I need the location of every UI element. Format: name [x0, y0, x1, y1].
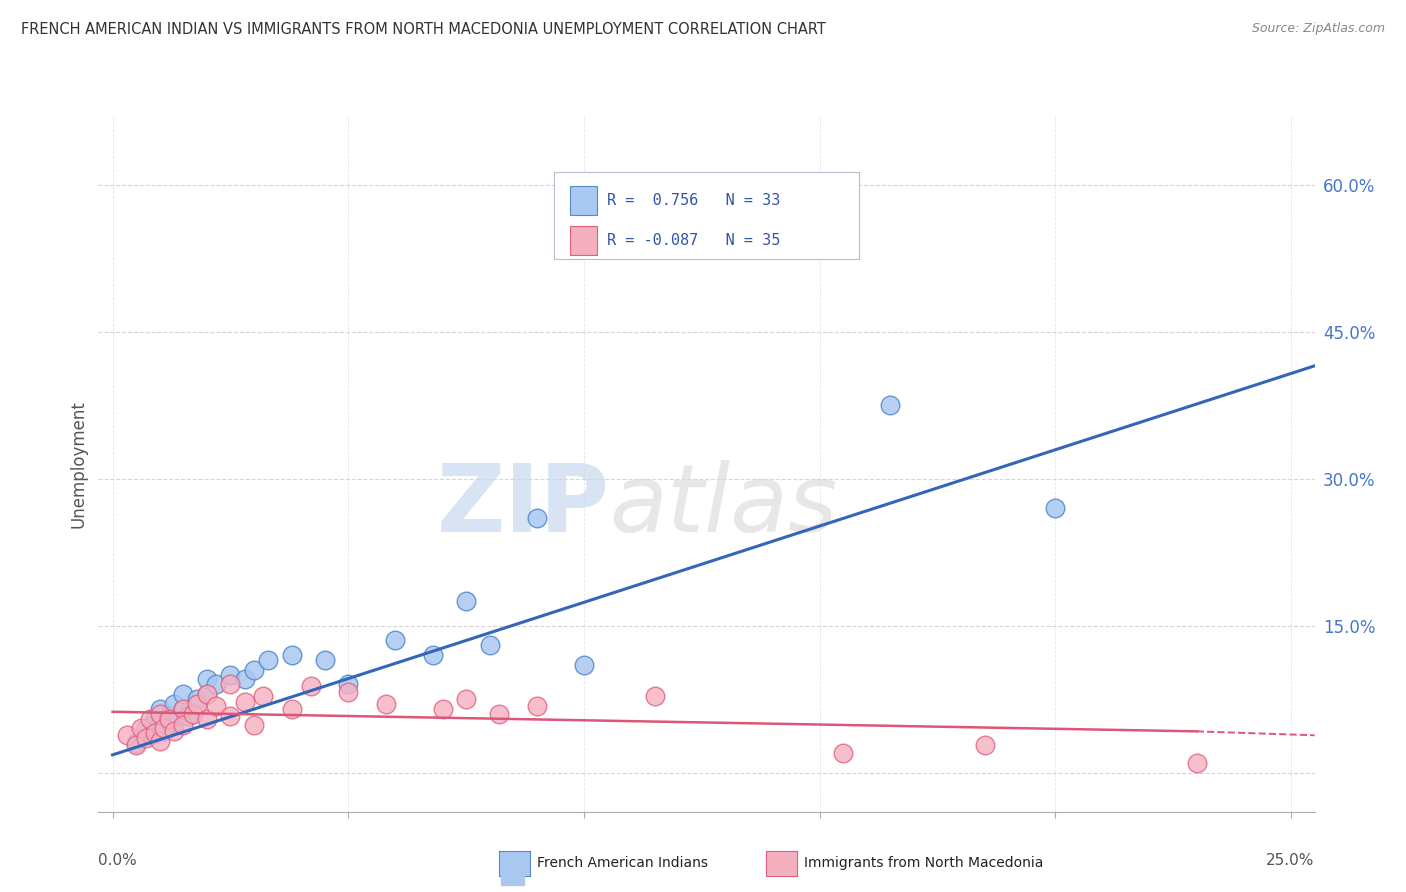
Point	[375, 697, 398, 711]
Point	[337, 677, 360, 691]
Point	[149, 706, 172, 721]
Point	[478, 638, 501, 652]
Point	[219, 708, 242, 723]
Point	[181, 706, 204, 721]
Point	[1185, 756, 1208, 770]
Text: French American Indians: French American Indians	[537, 855, 709, 870]
Point	[488, 706, 510, 721]
Text: R =  0.756   N = 33: R = 0.756 N = 33	[607, 194, 780, 208]
Point	[243, 718, 266, 732]
Point	[163, 714, 186, 729]
Point	[163, 697, 186, 711]
Point	[422, 648, 444, 662]
Point	[832, 746, 855, 760]
Text: Source: ZipAtlas.com: Source: ZipAtlas.com	[1251, 22, 1385, 36]
Y-axis label: Unemployment: Unemployment	[69, 400, 87, 528]
Point	[233, 695, 256, 709]
Point	[149, 702, 172, 716]
Point	[205, 698, 228, 713]
Text: 0.0%: 0.0%	[98, 854, 138, 869]
Point	[195, 712, 218, 726]
Text: atlas: atlas	[609, 460, 838, 551]
Point	[143, 712, 166, 726]
FancyBboxPatch shape	[554, 171, 859, 259]
Point	[219, 667, 242, 681]
Point	[163, 724, 186, 739]
Point	[153, 722, 176, 736]
Point	[243, 663, 266, 677]
Point	[139, 712, 162, 726]
Point	[195, 673, 218, 687]
Point	[149, 734, 172, 748]
Point	[280, 648, 302, 662]
Point	[125, 736, 148, 750]
Text: R = -0.087   N = 35: R = -0.087 N = 35	[607, 233, 780, 248]
Point	[135, 722, 157, 736]
Point	[205, 677, 228, 691]
Point	[314, 653, 336, 667]
Point	[149, 718, 172, 732]
Point	[115, 728, 138, 742]
Point	[1045, 500, 1067, 515]
Point	[219, 677, 242, 691]
Point	[172, 702, 194, 716]
Point	[526, 698, 548, 713]
Point	[172, 718, 194, 732]
Text: FRENCH AMERICAN INDIAN VS IMMIGRANTS FROM NORTH MACEDONIA UNEMPLOYMENT CORRELATI: FRENCH AMERICAN INDIAN VS IMMIGRANTS FRO…	[21, 22, 825, 37]
Point	[129, 722, 152, 736]
Point	[177, 708, 200, 723]
Point	[384, 633, 406, 648]
Point	[139, 728, 162, 742]
Point	[252, 689, 274, 703]
Text: Immigrants from North Macedonia: Immigrants from North Macedonia	[804, 855, 1043, 870]
Point	[832, 217, 855, 231]
FancyBboxPatch shape	[571, 226, 598, 255]
Point	[233, 673, 256, 687]
Point	[172, 702, 194, 716]
Point	[879, 398, 901, 412]
Point	[257, 653, 280, 667]
Point	[153, 724, 176, 739]
Point	[526, 510, 548, 524]
Point	[157, 712, 180, 726]
Point	[125, 738, 148, 752]
Point	[456, 692, 478, 706]
Text: ZIP: ZIP	[436, 459, 609, 551]
Point	[157, 708, 180, 723]
Point	[172, 687, 194, 701]
Point	[299, 679, 322, 693]
Point	[973, 738, 995, 752]
Point	[186, 697, 208, 711]
Point	[186, 692, 208, 706]
Point	[135, 731, 157, 746]
Point	[432, 702, 454, 716]
FancyBboxPatch shape	[571, 186, 598, 215]
Point	[195, 687, 218, 701]
Point	[195, 687, 218, 701]
Text: 25.0%: 25.0%	[1267, 854, 1315, 869]
Point	[280, 702, 302, 716]
Point	[456, 594, 478, 608]
Point	[572, 657, 595, 672]
Point	[143, 726, 166, 740]
Point	[644, 689, 666, 703]
Point	[337, 685, 360, 699]
